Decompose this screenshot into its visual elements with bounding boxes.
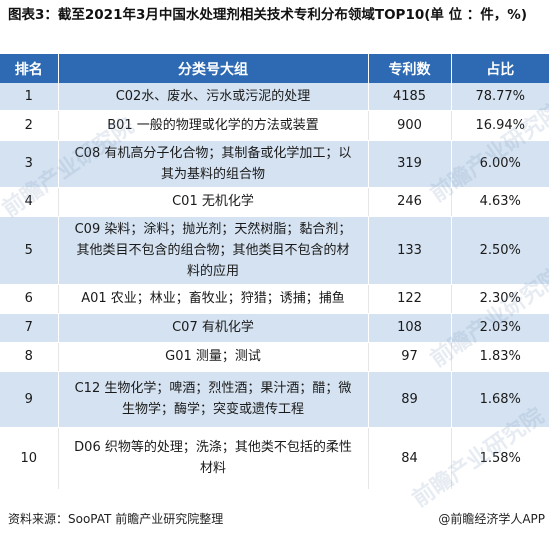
- rank-cell: 2: [0, 110, 59, 141]
- share-cell: 78.77%: [451, 83, 549, 111]
- count-cell: 133: [368, 216, 452, 285]
- header-category: 分类号大组: [58, 54, 369, 83]
- rank-cell: 3: [0, 140, 59, 188]
- count-cell: 89: [368, 371, 452, 428]
- rank-cell: 1: [0, 83, 59, 111]
- rank-cell: 4: [0, 187, 59, 217]
- table-row: 9 C12 生物化学；啤酒；烈性酒；果汁酒；醋；微生物学；酶学；突变或遗传工程 …: [0, 371, 549, 428]
- count-cell: 319: [368, 140, 452, 188]
- header-rank: 排名: [0, 54, 59, 83]
- count-cell: 246: [368, 187, 452, 217]
- category-cell: C07 有机化学: [58, 313, 369, 343]
- share-cell: 2.03%: [451, 313, 549, 343]
- footer: 资料来源：SooPAT 前瞻产业研究院整理 @前瞻经济学人APP: [0, 508, 549, 528]
- share-cell: 4.63%: [451, 187, 549, 217]
- category-cell: B01 一般的物理或化学的方法或装置: [58, 110, 369, 141]
- table-row: 4 C01 无机化学 246 4.63%: [0, 187, 549, 217]
- table-row: 2 B01 一般的物理或化学的方法或装置 900 16.94%: [0, 110, 549, 141]
- source-note: 资料来源：SooPAT 前瞻产业研究院整理: [8, 512, 224, 526]
- count-cell: 4185: [368, 83, 452, 111]
- count-cell: 97: [368, 342, 452, 372]
- category-cell: D06 织物等的处理；洗涤；其他类不包括的柔性材料: [58, 427, 369, 490]
- category-cell: C02水、废水、污水或污泥的处理: [58, 83, 369, 111]
- category-cell: C01 无机化学: [58, 187, 369, 217]
- share-cell: 1.83%: [451, 342, 549, 372]
- count-cell: 108: [368, 313, 452, 343]
- category-cell: C12 生物化学；啤酒；烈性酒；果汁酒；醋；微生物学；酶学；突变或遗传工程: [58, 371, 369, 428]
- rank-cell: 9: [0, 371, 59, 428]
- category-cell: G01 测量；测试: [58, 342, 369, 372]
- count-cell: 900: [368, 110, 452, 141]
- rank-cell: 7: [0, 313, 59, 343]
- share-cell: 1.68%: [451, 371, 549, 428]
- rank-cell: 5: [0, 216, 59, 285]
- rank-cell: 8: [0, 342, 59, 372]
- category-cell: C08 有机高分子化合物；其制备或化学加工；以其为基料的组合物: [58, 140, 369, 188]
- table-header-row: 排名 分类号大组 专利数 占比: [0, 54, 549, 83]
- category-cell: C09 染料；涂料；抛光剂；天然树脂；黏合剂；其他类目不包含的组合物；其他类目不…: [58, 216, 369, 285]
- rank-cell: 10: [0, 427, 59, 490]
- table-row: 6 A01 农业；林业；畜牧业；狩猎；诱捕；捕鱼 122 2.30%: [0, 284, 549, 314]
- count-cell: 84: [368, 427, 452, 490]
- count-cell: 122: [368, 284, 452, 314]
- page-title: 图表3：截至2021年3月中国水处理剂相关技术专利分布领域TOP10(单 位 ：…: [8, 7, 527, 23]
- share-cell: 2.50%: [451, 216, 549, 285]
- share-cell: 2.30%: [451, 284, 549, 314]
- share-cell: 16.94%: [451, 110, 549, 141]
- header-share: 占比: [451, 54, 549, 83]
- table-row: 3 C08 有机高分子化合物；其制备或化学加工；以其为基料的组合物 319 6.…: [0, 140, 549, 188]
- table-row: 10 D06 织物等的处理；洗涤；其他类不包括的柔性材料 84 1.58%: [0, 427, 549, 490]
- category-cell: A01 农业；林业；畜牧业；狩猎；诱捕；捕鱼: [58, 284, 369, 314]
- header-count: 专利数: [368, 54, 452, 83]
- table-row: 1 C02水、废水、污水或污泥的处理 4185 78.77%: [0, 83, 549, 111]
- table-row: 5 C09 染料；涂料；抛光剂；天然树脂；黏合剂；其他类目不包含的组合物；其他类…: [0, 216, 549, 285]
- brand-credit: @前瞻经济学人APP: [438, 512, 545, 526]
- rank-cell: 6: [0, 284, 59, 314]
- table-row: 7 C07 有机化学 108 2.03%: [0, 313, 549, 343]
- share-cell: 6.00%: [451, 140, 549, 188]
- table-row: 8 G01 测量；测试 97 1.83%: [0, 342, 549, 372]
- share-cell: 1.58%: [451, 427, 549, 490]
- patent-table: 排名 分类号大组 专利数 占比 1 C02水、废水、污水或污泥的处理 4185 …: [0, 54, 549, 490]
